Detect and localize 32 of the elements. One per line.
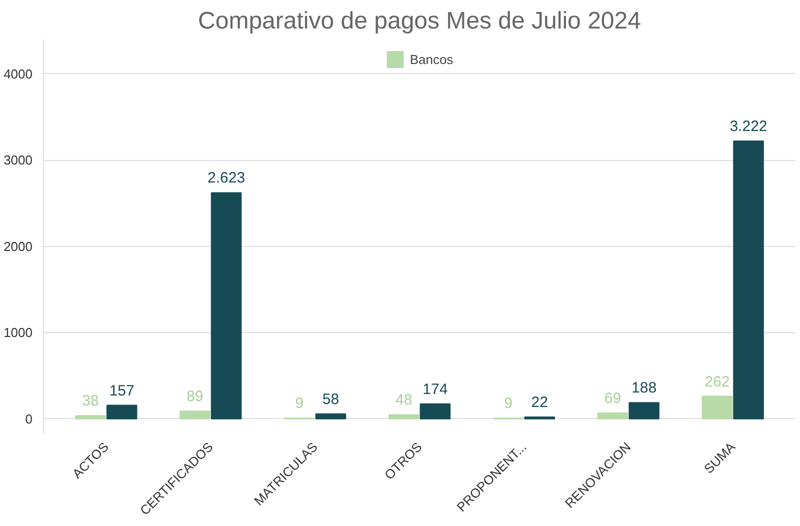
chart-title: Comparativo de pagos Mes de Julio 2024 bbox=[198, 8, 641, 34]
data-label: 69 bbox=[604, 390, 622, 407]
data-label: 58 bbox=[322, 390, 340, 408]
bar bbox=[210, 192, 242, 420]
y-tick-label: 0 bbox=[25, 411, 33, 426]
bar bbox=[597, 412, 628, 420]
y-tick-label: 3000 bbox=[4, 152, 32, 168]
data-label: 174 bbox=[422, 380, 448, 398]
legend-label: Bancos bbox=[410, 52, 454, 66]
bar bbox=[388, 414, 420, 420]
data-label: 48 bbox=[395, 392, 412, 409]
data-label: 22 bbox=[531, 394, 548, 411]
bar bbox=[420, 403, 451, 420]
y-tick-label: 4000 bbox=[4, 66, 32, 82]
data-label: 262 bbox=[704, 373, 730, 390]
bar bbox=[75, 415, 106, 420]
data-label: 38 bbox=[82, 392, 99, 410]
data-label: 9 bbox=[504, 395, 512, 412]
data-label: 2.623 bbox=[208, 170, 246, 187]
data-label: 89 bbox=[186, 388, 204, 406]
bar bbox=[628, 402, 660, 420]
bar bbox=[106, 404, 138, 420]
data-label: 9 bbox=[295, 395, 304, 412]
y-tick-label: 1000 bbox=[4, 325, 32, 340]
bar bbox=[733, 140, 764, 420]
bar bbox=[702, 396, 733, 420]
data-label: 3.222 bbox=[730, 118, 768, 136]
data-label: 188 bbox=[632, 380, 657, 397]
data-label: 157 bbox=[109, 382, 134, 400]
bar bbox=[315, 413, 346, 420]
y-tick-label: 2000 bbox=[4, 238, 32, 254]
bar bbox=[180, 410, 210, 420]
